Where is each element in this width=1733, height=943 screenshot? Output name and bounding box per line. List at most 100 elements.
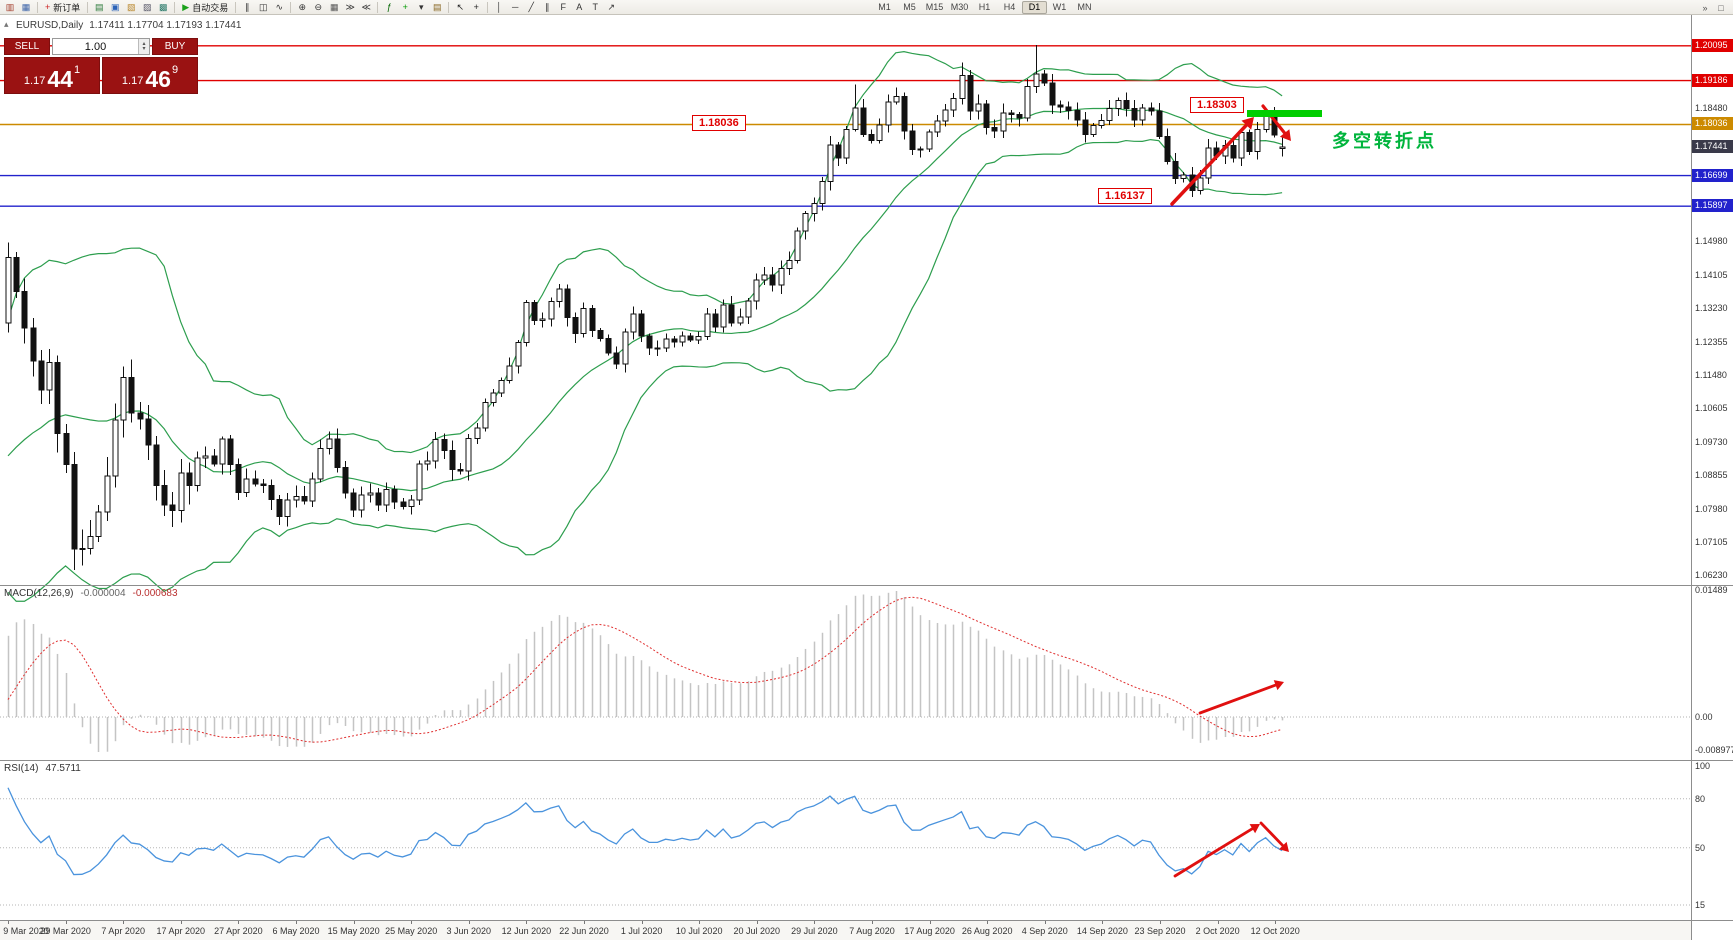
timeframe-button-h1[interactable]: H1 xyxy=(972,1,997,14)
annotation-price-box-3[interactable]: 1.16137 xyxy=(1098,188,1152,204)
time-tick xyxy=(296,921,297,924)
price-scale-separator xyxy=(1691,15,1692,940)
rsi-arrow-down-head xyxy=(1278,841,1289,852)
strategy-tester-icon[interactable]: ▩ xyxy=(155,1,171,14)
trade-prices-row: 1.17 44 1 1.17 46 9 xyxy=(4,57,198,94)
rsi-value: 47.5711 xyxy=(45,763,81,774)
new-order-button[interactable]: + 新订单 xyxy=(41,1,84,14)
toolbar-overflow-icon[interactable]: » xyxy=(1697,1,1713,14)
zoom-in-icon[interactable]: ⊕ xyxy=(294,1,310,14)
timeframe-button-w1[interactable]: W1 xyxy=(1047,1,1072,14)
tile-windows-icon[interactable]: ▦ xyxy=(326,1,342,14)
timeframe-button-m5[interactable]: M5 xyxy=(897,1,922,14)
buy-price-big: 46 xyxy=(145,66,171,92)
templates-icon[interactable]: ▤ xyxy=(429,1,445,14)
vertical-line-icon[interactable]: │ xyxy=(491,1,507,14)
equidistant-channel-icon[interactable]: ∥ xyxy=(539,1,555,14)
autotrading-button-icon: ▶ xyxy=(182,1,190,12)
zoom-out-icon[interactable]: ⊖ xyxy=(310,1,326,14)
rsi-arrow-up[interactable] xyxy=(1173,827,1254,878)
timeframe-button-m15[interactable]: M15 xyxy=(922,1,947,14)
lot-up-icon[interactable]: ▴ xyxy=(142,40,146,47)
trade-controls-row: SELL ▴▾ BUY xyxy=(4,38,198,55)
timeframe-button-h4[interactable]: H4 xyxy=(997,1,1022,14)
macd-label: MACD(12,26,9) -0.000004 -0.000683 xyxy=(4,588,178,599)
new-order-button-icon: + xyxy=(45,2,51,12)
toolbar-separator xyxy=(290,1,292,13)
windows-icon[interactable]: □ xyxy=(1713,1,1729,14)
price-scale-label: 1.14105 xyxy=(1695,269,1728,280)
new-chart-icon[interactable]: ▥ xyxy=(2,1,18,14)
horizontal-line-icon[interactable]: ─ xyxy=(507,1,523,14)
time-tick xyxy=(1275,921,1277,924)
autotrading-button[interactable]: ▶ 自动交易 xyxy=(178,1,232,14)
chart-title: EURUSD,Daily 1.17411 1.17704 1.17193 1.17… xyxy=(16,20,247,31)
bar-chart-icon[interactable]: ∥ xyxy=(239,1,255,14)
sell-button[interactable]: SELL xyxy=(4,38,50,55)
terminal-icon[interactable]: ▨ xyxy=(139,1,155,14)
rsi-arrow-down[interactable] xyxy=(1259,821,1285,847)
time-scale-label: 7 Apr 2020 xyxy=(101,926,145,936)
buy-button[interactable]: BUY xyxy=(152,38,198,55)
trend-arrow-up[interactable] xyxy=(1170,123,1249,206)
data-window-icon[interactable]: ▣ xyxy=(107,1,123,14)
candlestick-chart-icon[interactable]: ◫ xyxy=(255,1,271,14)
add-indicator-icon[interactable]: + xyxy=(397,1,413,14)
one-click-toggle-icon[interactable]: ▴ xyxy=(4,19,9,29)
time-scale-label: 29 Mar 2020 xyxy=(40,926,91,936)
annotation-price-box-1[interactable]: 1.18036 xyxy=(692,115,746,131)
autotrading-button-label: 自动交易 xyxy=(192,2,229,13)
rsi-panel-separator[interactable] xyxy=(0,760,1733,761)
time-tick xyxy=(814,921,816,924)
macd-arrow[interactable] xyxy=(1198,683,1277,715)
annotation-price-box-2[interactable]: 1.18303 xyxy=(1190,97,1244,113)
trendline-icon[interactable]: ╱ xyxy=(523,1,539,14)
text-label-icon[interactable]: T xyxy=(587,1,603,14)
time-scale-label: 25 May 2020 xyxy=(385,926,438,936)
lot-size-input[interactable] xyxy=(53,39,138,54)
timeframe-button-d1[interactable]: D1 xyxy=(1022,1,1047,14)
navigator-icon[interactable]: ▧ xyxy=(123,1,139,14)
cursor-icon[interactable]: ↖ xyxy=(452,1,468,14)
lot-stepper[interactable]: ▴ ▾ xyxy=(138,39,149,54)
rsi-scale-100: 100 xyxy=(1695,761,1711,771)
time-scale-separator xyxy=(0,920,1733,921)
fibonacci-icon[interactable]: F xyxy=(555,1,571,14)
price-scale-label: 1.12355 xyxy=(1695,336,1728,347)
chart-shift-icon[interactable]: ≪ xyxy=(358,1,374,14)
rsi-name: RSI(14) xyxy=(4,763,39,774)
crosshair-icon[interactable]: + xyxy=(468,1,484,14)
toolbar-right-group: » □ xyxy=(1697,1,1729,14)
timeframe-button-m30[interactable]: M30 xyxy=(947,1,972,14)
time-tick xyxy=(526,921,528,924)
resistance-highlight-bar[interactable] xyxy=(1247,110,1322,117)
text-icon[interactable]: A xyxy=(571,1,587,14)
lot-down-icon[interactable]: ▾ xyxy=(142,45,146,52)
periods-list-icon[interactable]: ▾ xyxy=(413,1,429,14)
market-watch-icon[interactable]: ▤ xyxy=(91,1,107,14)
time-scale[interactable]: 9 Mar 2020 29 Mar 2020 7 Apr 2020 17 Apr 20… xyxy=(0,921,1691,940)
price-level-chip: 1.19186 xyxy=(1692,73,1733,87)
line-chart-icon[interactable]: ∿ xyxy=(271,1,287,14)
auto-scroll-icon[interactable]: ≫ xyxy=(342,1,358,14)
sell-price-button[interactable]: 1.17 44 1 xyxy=(4,57,100,94)
annotation-note-text[interactable]: 多空转折点 xyxy=(1332,131,1437,151)
price-level-chip: 1.16699 xyxy=(1692,168,1733,182)
buy-price-button[interactable]: 1.17 46 9 xyxy=(102,57,198,94)
timeframe-button-mn[interactable]: MN xyxy=(1072,1,1097,14)
price-scale-label: 1.06230 xyxy=(1695,570,1728,581)
macd-panel-separator[interactable] xyxy=(0,585,1733,586)
time-tick xyxy=(699,921,701,924)
price-scale[interactable]: 1.18480 1.14980 1.14105 1.13230 1.12355 1.114… xyxy=(1692,0,1733,943)
macd-arrow-head xyxy=(1273,680,1284,691)
price-scale-label: 1.09730 xyxy=(1695,436,1728,447)
time-tick xyxy=(1217,921,1219,924)
time-scale-label: 1 Jul 2020 xyxy=(620,926,663,936)
timeframe-button-m1[interactable]: M1 xyxy=(872,1,897,14)
time-tick xyxy=(468,921,470,924)
arrows-tool-icon[interactable]: ↗ xyxy=(603,1,619,14)
chart-profiles-icon[interactable]: ▦ xyxy=(18,1,34,14)
indicators-icon[interactable]: ƒ xyxy=(381,1,397,14)
